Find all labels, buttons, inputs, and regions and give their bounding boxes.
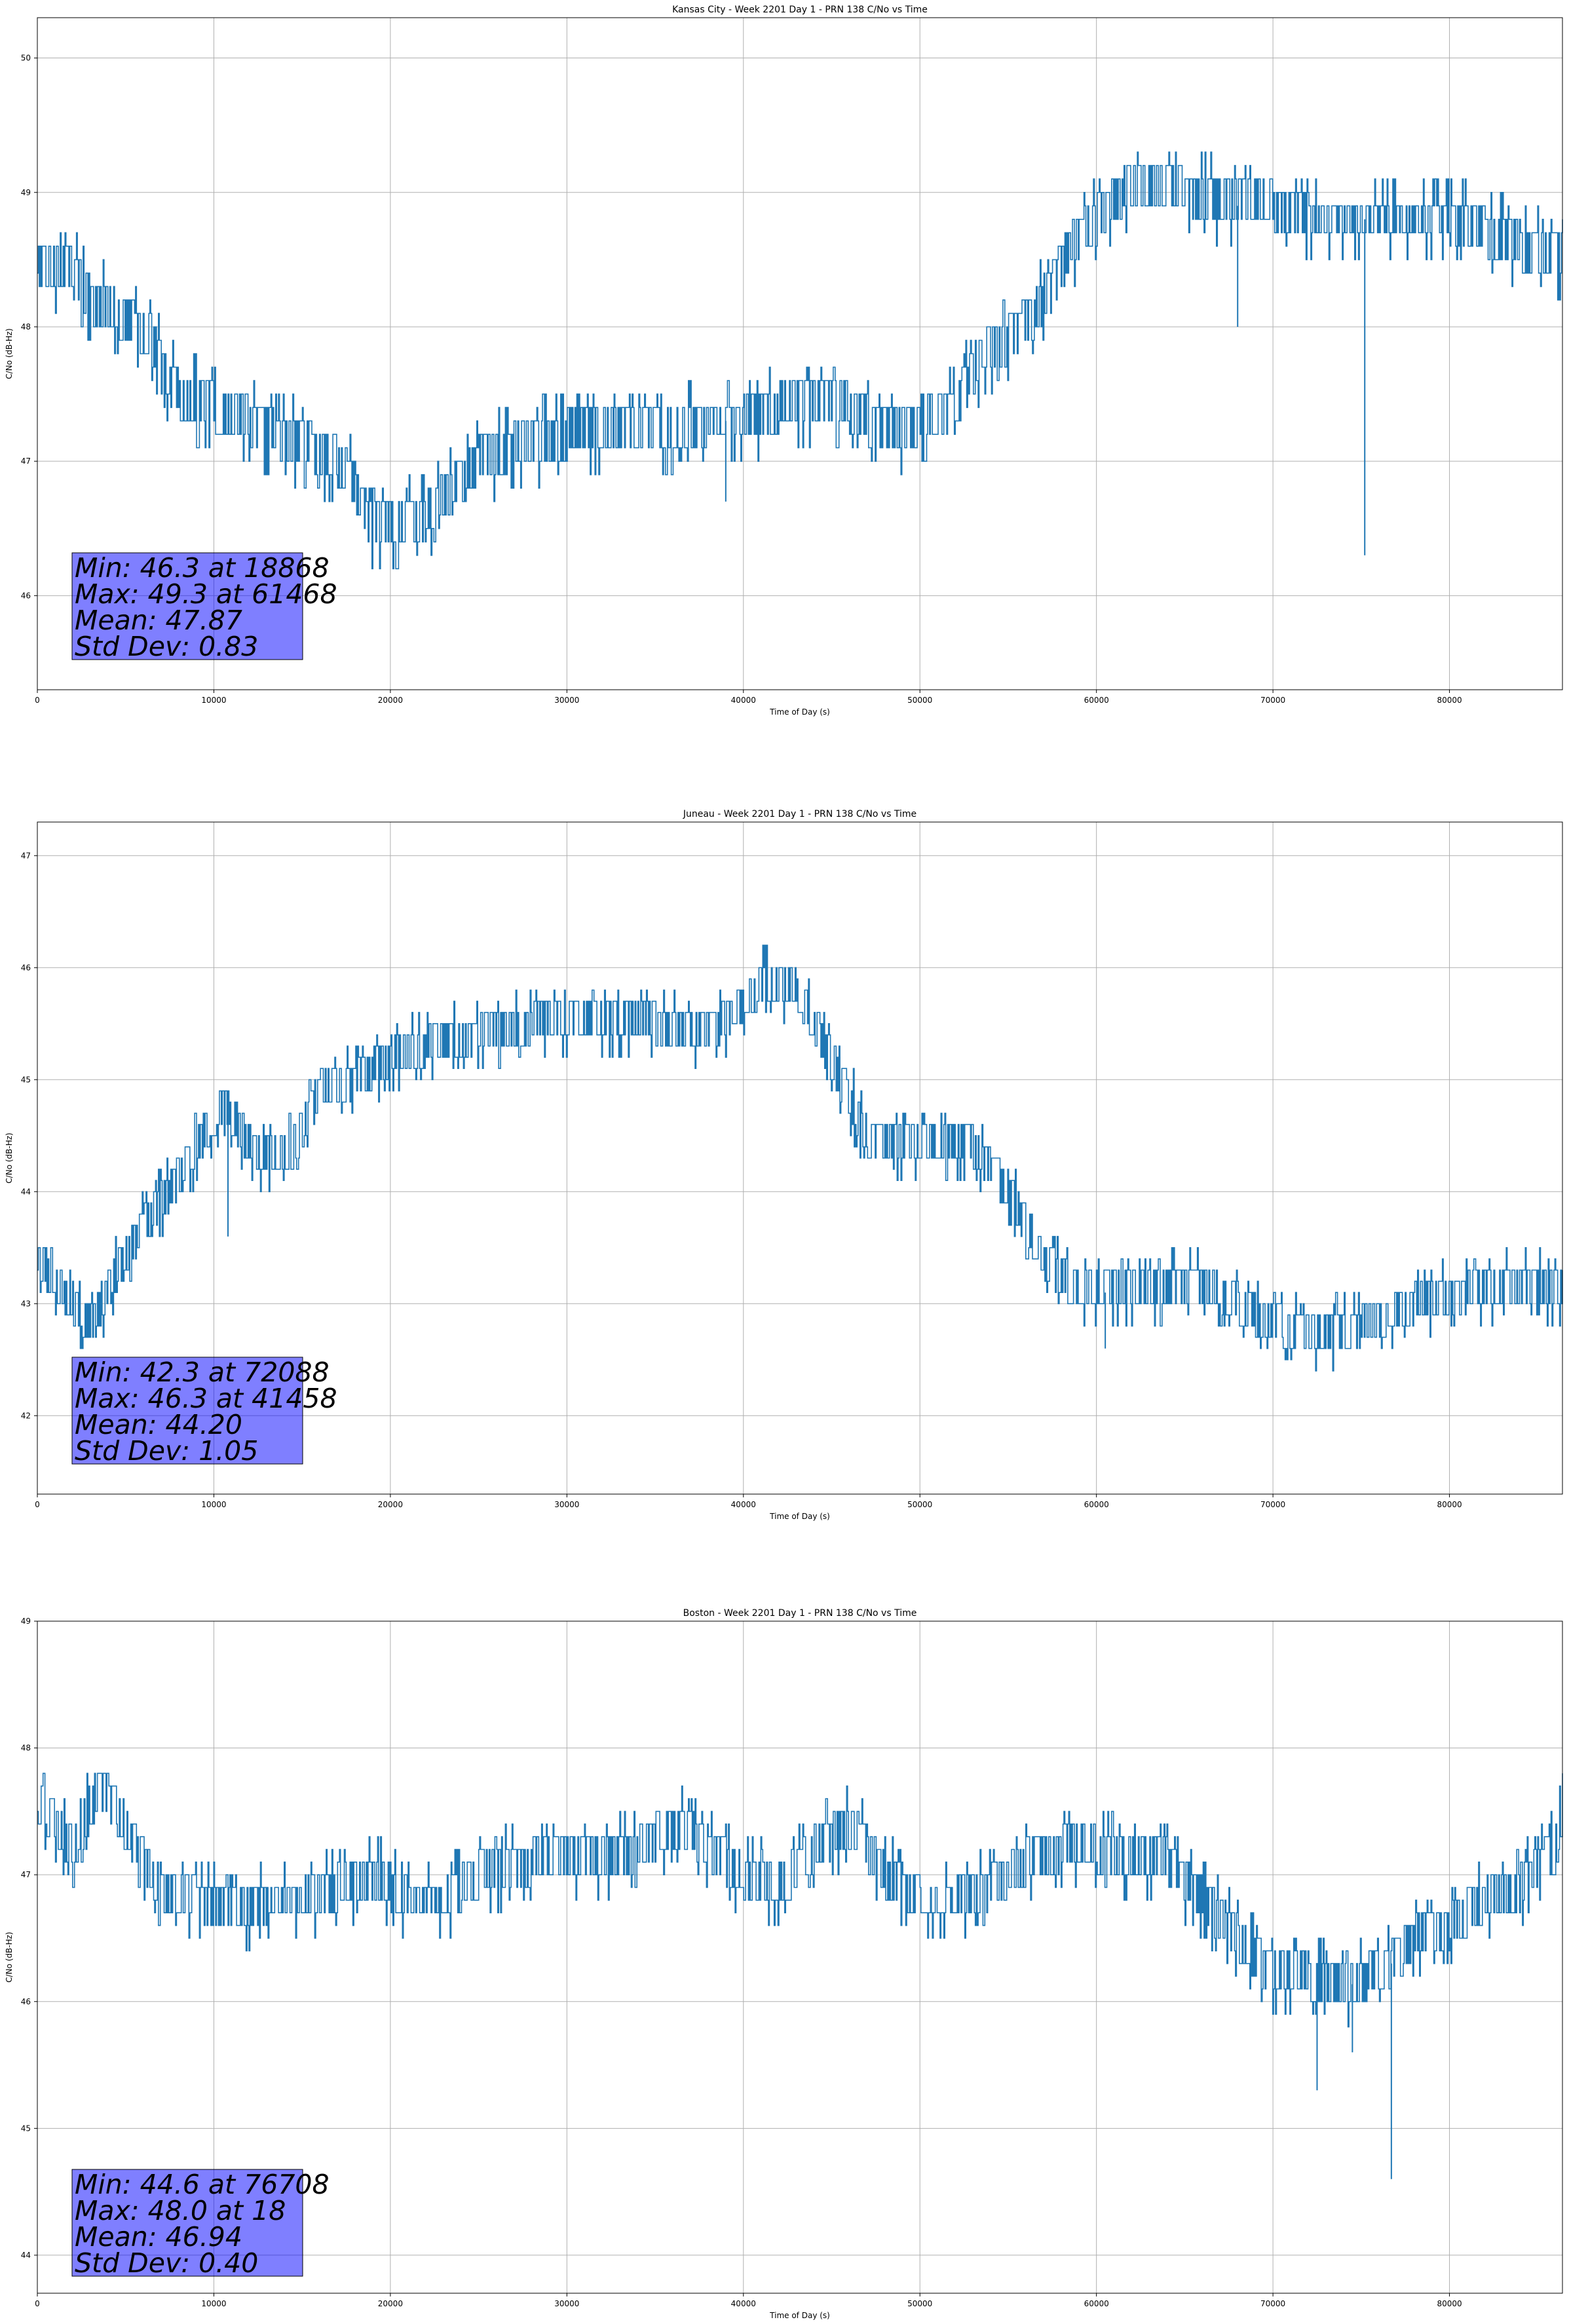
y-tick-label: 47 bbox=[21, 457, 31, 466]
y-tick-label: 45 bbox=[21, 1075, 31, 1084]
x-tick-label: 20000 bbox=[378, 1500, 403, 1509]
x-axis-label: Time of Day (s) bbox=[769, 707, 830, 717]
stats-line: Min: 44.6 at 76708 bbox=[75, 2169, 330, 2200]
x-tick-label: 60000 bbox=[1084, 2299, 1109, 2308]
stats-line: Std Dev: 1.05 bbox=[75, 1435, 258, 1467]
x-axis: 0 10000 20000 30000 40000 50000 60000 70000 8000… bbox=[35, 2293, 1462, 2308]
plot-frame bbox=[37, 1621, 1563, 2294]
y-tick-label: 49 bbox=[21, 188, 31, 197]
y-tick-label: 46 bbox=[21, 963, 31, 972]
x-tick-label: 50000 bbox=[907, 696, 932, 705]
stats-line: Min: 46.3 at 18868 bbox=[75, 552, 330, 584]
y-tick-label: 43 bbox=[21, 1299, 31, 1308]
y-axis: 46 47 48 49 50 bbox=[21, 54, 37, 600]
x-tick-label: 60000 bbox=[1084, 696, 1109, 705]
chart-title: Juneau - Week 2201 Day 1 - PRN 138 C/No … bbox=[683, 809, 917, 819]
x-axis-label: Time of Day (s) bbox=[769, 1512, 830, 1521]
y-tick-label: 42 bbox=[21, 1411, 31, 1420]
x-tick-label: 30000 bbox=[554, 1500, 579, 1509]
x-axis-label: Time of Day (s) bbox=[769, 2311, 830, 2320]
x-tick-label: 0 bbox=[35, 696, 40, 705]
chart-title: Kansas City - Week 2201 Day 1 - PRN 138 … bbox=[672, 5, 928, 15]
cno-series-line bbox=[37, 945, 1563, 1372]
stats-line: Max: 46.3 at 41458 bbox=[75, 1383, 337, 1414]
y-tick-label: 48 bbox=[21, 322, 31, 331]
y-tick-label: 49 bbox=[21, 1617, 31, 1626]
x-tick-label: 70000 bbox=[1260, 696, 1285, 705]
stats-line: Min: 42.3 at 72088 bbox=[75, 1357, 330, 1388]
x-tick-label: 10000 bbox=[201, 2299, 226, 2308]
x-tick-label: 50000 bbox=[907, 2299, 932, 2308]
y-axis-label: C/No (dB-Hz) bbox=[5, 1133, 14, 1183]
stats-box-background bbox=[71, 2169, 303, 2277]
boston-chart: 0 10000 20000 30000 40000 50000 60000 70000 8000… bbox=[5, 1608, 1563, 2320]
x-tick-label: 40000 bbox=[731, 2299, 756, 2308]
x-tick-label: 10000 bbox=[201, 696, 226, 705]
stats-box-background bbox=[71, 1357, 303, 1465]
y-tick-label: 50 bbox=[21, 54, 31, 63]
x-tick-label: 80000 bbox=[1437, 2299, 1462, 2308]
kansas-city-chart: 0 10000 20000 30000 40000 50000 60000 70000 8000… bbox=[5, 5, 1563, 717]
y-tick-label: 46 bbox=[21, 591, 31, 600]
x-tick-label: 30000 bbox=[554, 696, 579, 705]
x-tick-label: 40000 bbox=[731, 696, 756, 705]
x-tick-label: 70000 bbox=[1260, 2299, 1285, 2308]
chart-title: Boston - Week 2201 Day 1 - PRN 138 C/No … bbox=[683, 1608, 917, 1619]
y-tick-label: 47 bbox=[21, 1870, 31, 1879]
grid bbox=[37, 822, 1562, 1494]
x-tick-label: 60000 bbox=[1084, 1500, 1109, 1509]
x-tick-label: 40000 bbox=[731, 1500, 756, 1509]
y-tick-label: 48 bbox=[21, 1744, 31, 1753]
x-tick-label: 80000 bbox=[1437, 696, 1462, 705]
stats-line: Max: 49.3 at 61468 bbox=[75, 578, 337, 610]
x-tick-label: 0 bbox=[35, 1500, 40, 1509]
x-tick-label: 10000 bbox=[201, 1500, 226, 1509]
plot-frame bbox=[37, 17, 1563, 690]
stats-line: Std Dev: 0.83 bbox=[75, 631, 258, 662]
y-tick-label: 45 bbox=[21, 2124, 31, 2133]
x-axis: 0 10000 20000 30000 40000 50000 60000 70000 8000… bbox=[35, 690, 1462, 705]
x-tick-label: 30000 bbox=[554, 2299, 579, 2308]
stats-line: Mean: 44.20 bbox=[75, 1409, 242, 1440]
y-tick-label: 44 bbox=[21, 1187, 31, 1196]
y-axis-label: C/No (dB-Hz) bbox=[5, 1932, 14, 1982]
juneau-chart: 0 10000 20000 30000 40000 50000 60000 70000 8000… bbox=[5, 809, 1563, 1521]
y-axis-label: C/No (dB-Hz) bbox=[5, 328, 14, 379]
x-tick-label: 80000 bbox=[1437, 1500, 1462, 1509]
cno-series-line bbox=[37, 1772, 1563, 2028]
y-tick-label: 44 bbox=[21, 2251, 31, 2260]
x-tick-label: 70000 bbox=[1260, 1500, 1285, 1509]
x-tick-label: 50000 bbox=[907, 1500, 932, 1509]
y-tick-label: 47 bbox=[21, 851, 31, 860]
stats-line: Std Dev: 0.40 bbox=[75, 2247, 258, 2279]
x-tick-label: 20000 bbox=[378, 2299, 403, 2308]
y-tick-label: 46 bbox=[21, 1997, 31, 2006]
stats-box-background bbox=[71, 552, 303, 660]
x-tick-label: 0 bbox=[35, 2299, 40, 2308]
x-axis: 0 10000 20000 30000 40000 50000 60000 70000 8000… bbox=[35, 1494, 1462, 1509]
stats-line: Mean: 46.94 bbox=[75, 2221, 242, 2253]
x-tick-label: 20000 bbox=[378, 696, 403, 705]
stats-line: Mean: 47.87 bbox=[75, 605, 242, 636]
stats-line: Max: 48.0 at 18 bbox=[75, 2195, 286, 2226]
y-axis: 44 45 46 47 48 49 bbox=[21, 1617, 37, 2260]
plot-frame bbox=[37, 821, 1563, 1495]
y-axis: 42 43 44 45 46 47 bbox=[21, 851, 37, 1420]
cno-series-line bbox=[37, 151, 1563, 570]
